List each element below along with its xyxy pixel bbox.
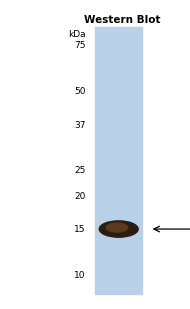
- Text: kDa: kDa: [68, 30, 86, 39]
- Text: 20: 20: [74, 192, 86, 201]
- Ellipse shape: [99, 221, 138, 237]
- Text: 25: 25: [74, 166, 86, 175]
- Text: 50: 50: [74, 87, 86, 96]
- Text: 37: 37: [74, 121, 86, 130]
- Text: Western Blot: Western Blot: [84, 15, 161, 25]
- Ellipse shape: [106, 223, 127, 232]
- Text: 75: 75: [74, 41, 86, 50]
- Text: 10: 10: [74, 271, 86, 280]
- Text: 15: 15: [74, 225, 86, 234]
- Bar: [95, 27, 142, 294]
